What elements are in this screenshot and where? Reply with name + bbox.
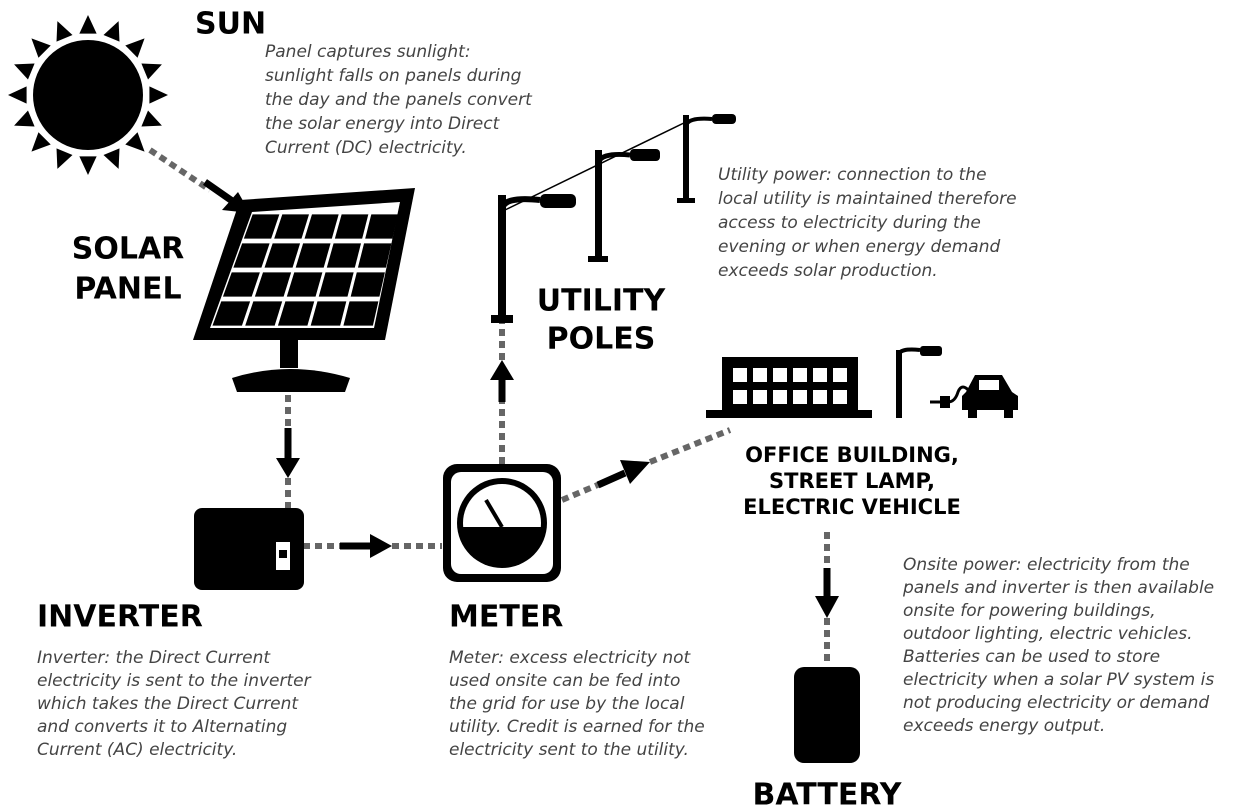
node-description: panels and inverter is then available <box>902 578 1214 598</box>
node-label: OFFICE BUILDING, <box>745 443 959 467</box>
node-label: PANEL <box>74 272 181 307</box>
node-description: Panel captures sunlight: <box>265 42 471 62</box>
node-description: onsite for powering buildings, <box>903 601 1156 621</box>
node-description: evening or when energy demand <box>718 237 1000 257</box>
node-label: ELECTRIC VEHICLE <box>743 495 961 519</box>
node-description: the solar energy into Direct <box>265 114 501 134</box>
node-label: SOLAR <box>72 232 185 267</box>
node-description: used onsite can be fed into <box>449 671 680 691</box>
node-description: utility. Credit is earned for the <box>449 717 705 737</box>
node-label: METER <box>449 600 563 635</box>
node-description: outdoor lighting, electric vehicles. <box>903 624 1193 644</box>
node-description: Current (DC) electricity. <box>265 138 467 158</box>
node-description: exceeds solar production. <box>718 261 938 281</box>
solar-panel-icon <box>193 188 415 392</box>
node-description: electricity sent to the utility. <box>449 740 689 760</box>
node-label: SUN <box>195 7 266 42</box>
inverter-icon <box>194 508 304 590</box>
node-description: not producing electricity or demand <box>903 693 1209 713</box>
node-label: INVERTER <box>37 600 203 635</box>
node-label: UTILITY <box>537 284 667 319</box>
node-label: BATTERY <box>752 778 902 810</box>
node-description: Utility power: connection to the <box>718 165 987 185</box>
node-description: access to electricity during the <box>718 213 981 233</box>
node-description: the grid for use by the local <box>449 694 685 714</box>
node-description: local utility is maintained therefore <box>718 189 1017 209</box>
node-description: and converts it to Alternating <box>37 717 287 737</box>
sun-icon <box>8 15 168 175</box>
node-label: STREET LAMP, <box>769 469 935 493</box>
node-description: the day and the panels convert <box>265 90 533 110</box>
node-description: Current (AC) electricity. <box>37 740 237 760</box>
meter-icon <box>443 464 561 582</box>
connectors <box>148 147 839 664</box>
node-description: Meter: excess electricity not <box>449 648 692 668</box>
node-description: which takes the Direct Current <box>37 694 299 714</box>
node-description: Batteries can be used to store <box>903 647 1160 667</box>
utility-poles-icon <box>491 114 736 323</box>
office-icon <box>706 346 1018 418</box>
battery-icon <box>794 667 860 763</box>
node-label: POLES <box>547 322 656 357</box>
node-description: exceeds energy output. <box>903 716 1105 736</box>
node-description: Onsite power: electricity from the <box>903 555 1190 575</box>
node-description: electricity is sent to the inverter <box>37 671 312 691</box>
node-description: Inverter: the Direct Current <box>37 648 271 668</box>
node-description: electricity when a solar PV system is <box>903 670 1214 690</box>
node-description: sunlight falls on panels during <box>265 66 522 86</box>
